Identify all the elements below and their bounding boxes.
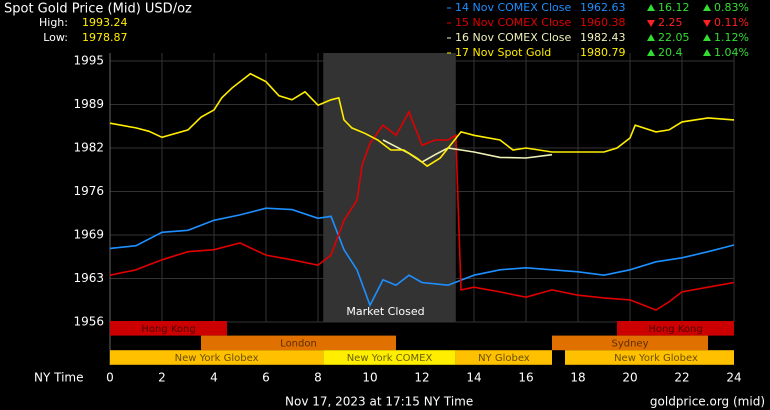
legend-close: 1982.43 [580, 31, 626, 44]
x-tick-label: 22 [674, 371, 689, 385]
session-label: NY Globex [478, 353, 530, 364]
legend-change: 2.25 [658, 16, 683, 29]
market-closed [323, 53, 456, 322]
change-arrow [647, 4, 655, 11]
session-label: London [280, 339, 317, 350]
session-label: New York COMEX [347, 353, 433, 364]
annotation: Market Closed [346, 305, 424, 318]
session-bar [323, 350, 456, 365]
legend-change-pct: 1.04% [714, 46, 749, 59]
stat-value: 1978.87 [82, 31, 128, 44]
x-tick-label: 8 [314, 371, 322, 385]
source: goldprice.org (mid) [650, 395, 765, 409]
change-arrow [703, 20, 711, 27]
x-tick-label: 2 [158, 371, 166, 385]
y-tick-label: 1982 [73, 141, 104, 155]
session-label: New York Globex [614, 353, 698, 364]
stat-value: 1993.24 [82, 16, 128, 29]
x-tick-label: 18 [570, 371, 585, 385]
x-tick-label: 4 [210, 371, 218, 385]
change-arrow [647, 49, 655, 56]
session-label: Hong Kong [648, 324, 702, 335]
stat-label: Low: [43, 31, 68, 44]
session-bar [578, 350, 734, 365]
legend-change-pct: 0.83% [714, 1, 749, 14]
legend-change: 20.4 [658, 46, 683, 59]
session-label: Sydney [611, 339, 648, 350]
session-label: Hong Kong [141, 324, 195, 335]
legend-change-pct: 0.11% [714, 16, 749, 29]
legend-change: 16.12 [658, 1, 690, 14]
y-tick-label: 1976 [73, 184, 104, 198]
x-axis-label: NY Time [34, 371, 84, 385]
chart-title: Spot Gold Price (Mid) USD/oz [4, 2, 192, 17]
change-arrow [703, 49, 711, 56]
y-tick-label: 1969 [73, 228, 104, 242]
legend-change: 22.05 [658, 31, 690, 44]
legend-name: 16 Nov COMEX Close [455, 31, 571, 44]
x-tick-label: 10 [362, 371, 377, 385]
price-line [109, 207, 735, 308]
session-bar [565, 350, 578, 365]
y-tick-label: 1989 [73, 97, 104, 111]
change-arrow [703, 4, 711, 11]
session-bar [110, 321, 227, 336]
legend-name: 14 Nov COMEX Close [455, 1, 571, 14]
legend-name: 15 Nov COMEX Close [455, 16, 571, 29]
x-tick-label: 20 [622, 371, 637, 385]
x-tick-label: 12 [414, 371, 429, 385]
y-tick-label: 1995 [73, 54, 104, 68]
price-line [109, 72, 735, 168]
footer: Nov 17, 2023 at 17:15 NY Time [285, 395, 473, 409]
stat-label: High: [39, 16, 68, 29]
change-arrow [647, 34, 655, 41]
session-bar [455, 350, 552, 365]
y-tick-label: 1963 [73, 271, 104, 285]
x-tick-label: 0 [106, 371, 114, 385]
price-line [109, 110, 735, 311]
legend-change-pct: 1.12% [714, 31, 749, 44]
session-bar [201, 335, 396, 351]
x-tick-label: 16 [518, 371, 533, 385]
legend-close: 1960.38 [580, 16, 626, 29]
change-arrow [647, 20, 655, 27]
change-arrow [703, 34, 711, 41]
session-bar [552, 335, 708, 351]
x-tick-label: 6 [262, 371, 270, 385]
y-tick-label: 1956 [73, 315, 104, 329]
legend-close: 1962.63 [580, 1, 626, 14]
legend-name: 17 Nov Spot Gold [455, 46, 551, 59]
x-tick-label: 24 [726, 371, 741, 385]
legend-close: 1980.79 [580, 46, 626, 59]
x-tick-label: 14 [466, 371, 481, 385]
session-bar [617, 321, 734, 336]
session-label: New York Globex [175, 353, 259, 364]
session-bar [110, 350, 324, 365]
